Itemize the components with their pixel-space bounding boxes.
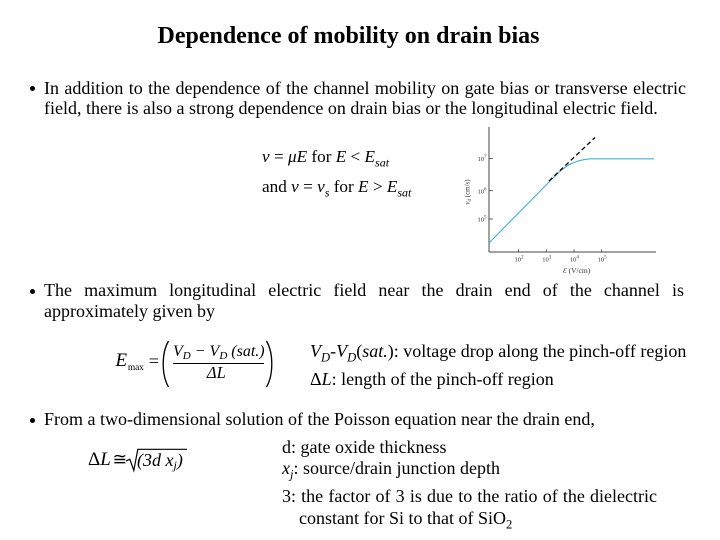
- svg-text:Ɛ (V/cm): Ɛ (V/cm): [563, 266, 591, 275]
- svg-text:105: 105: [598, 256, 608, 264]
- svg-text:105: 105: [478, 216, 488, 224]
- svg-text:102: 102: [515, 256, 525, 264]
- svg-text:vd (cm/s): vd (cm/s): [464, 179, 474, 205]
- svg-text:103: 103: [542, 256, 552, 264]
- svg-text:106: 106: [478, 187, 488, 195]
- svg-text:104: 104: [570, 256, 580, 264]
- svg-text:107: 107: [478, 155, 488, 163]
